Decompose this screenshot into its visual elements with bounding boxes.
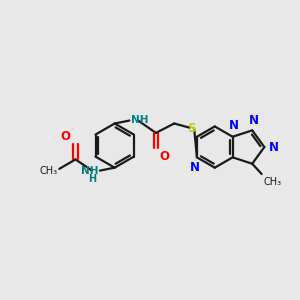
Text: N: N xyxy=(249,114,259,127)
Text: N: N xyxy=(229,119,239,132)
Text: S: S xyxy=(188,122,196,135)
Text: N: N xyxy=(269,141,279,154)
Text: O: O xyxy=(159,150,170,163)
Text: NH: NH xyxy=(81,167,98,176)
Text: CH₃: CH₃ xyxy=(40,166,58,176)
Text: CH₃: CH₃ xyxy=(263,177,281,187)
Text: N: N xyxy=(190,161,200,174)
Text: O: O xyxy=(60,130,70,142)
Text: H: H xyxy=(88,174,96,184)
Text: NH: NH xyxy=(131,115,148,125)
